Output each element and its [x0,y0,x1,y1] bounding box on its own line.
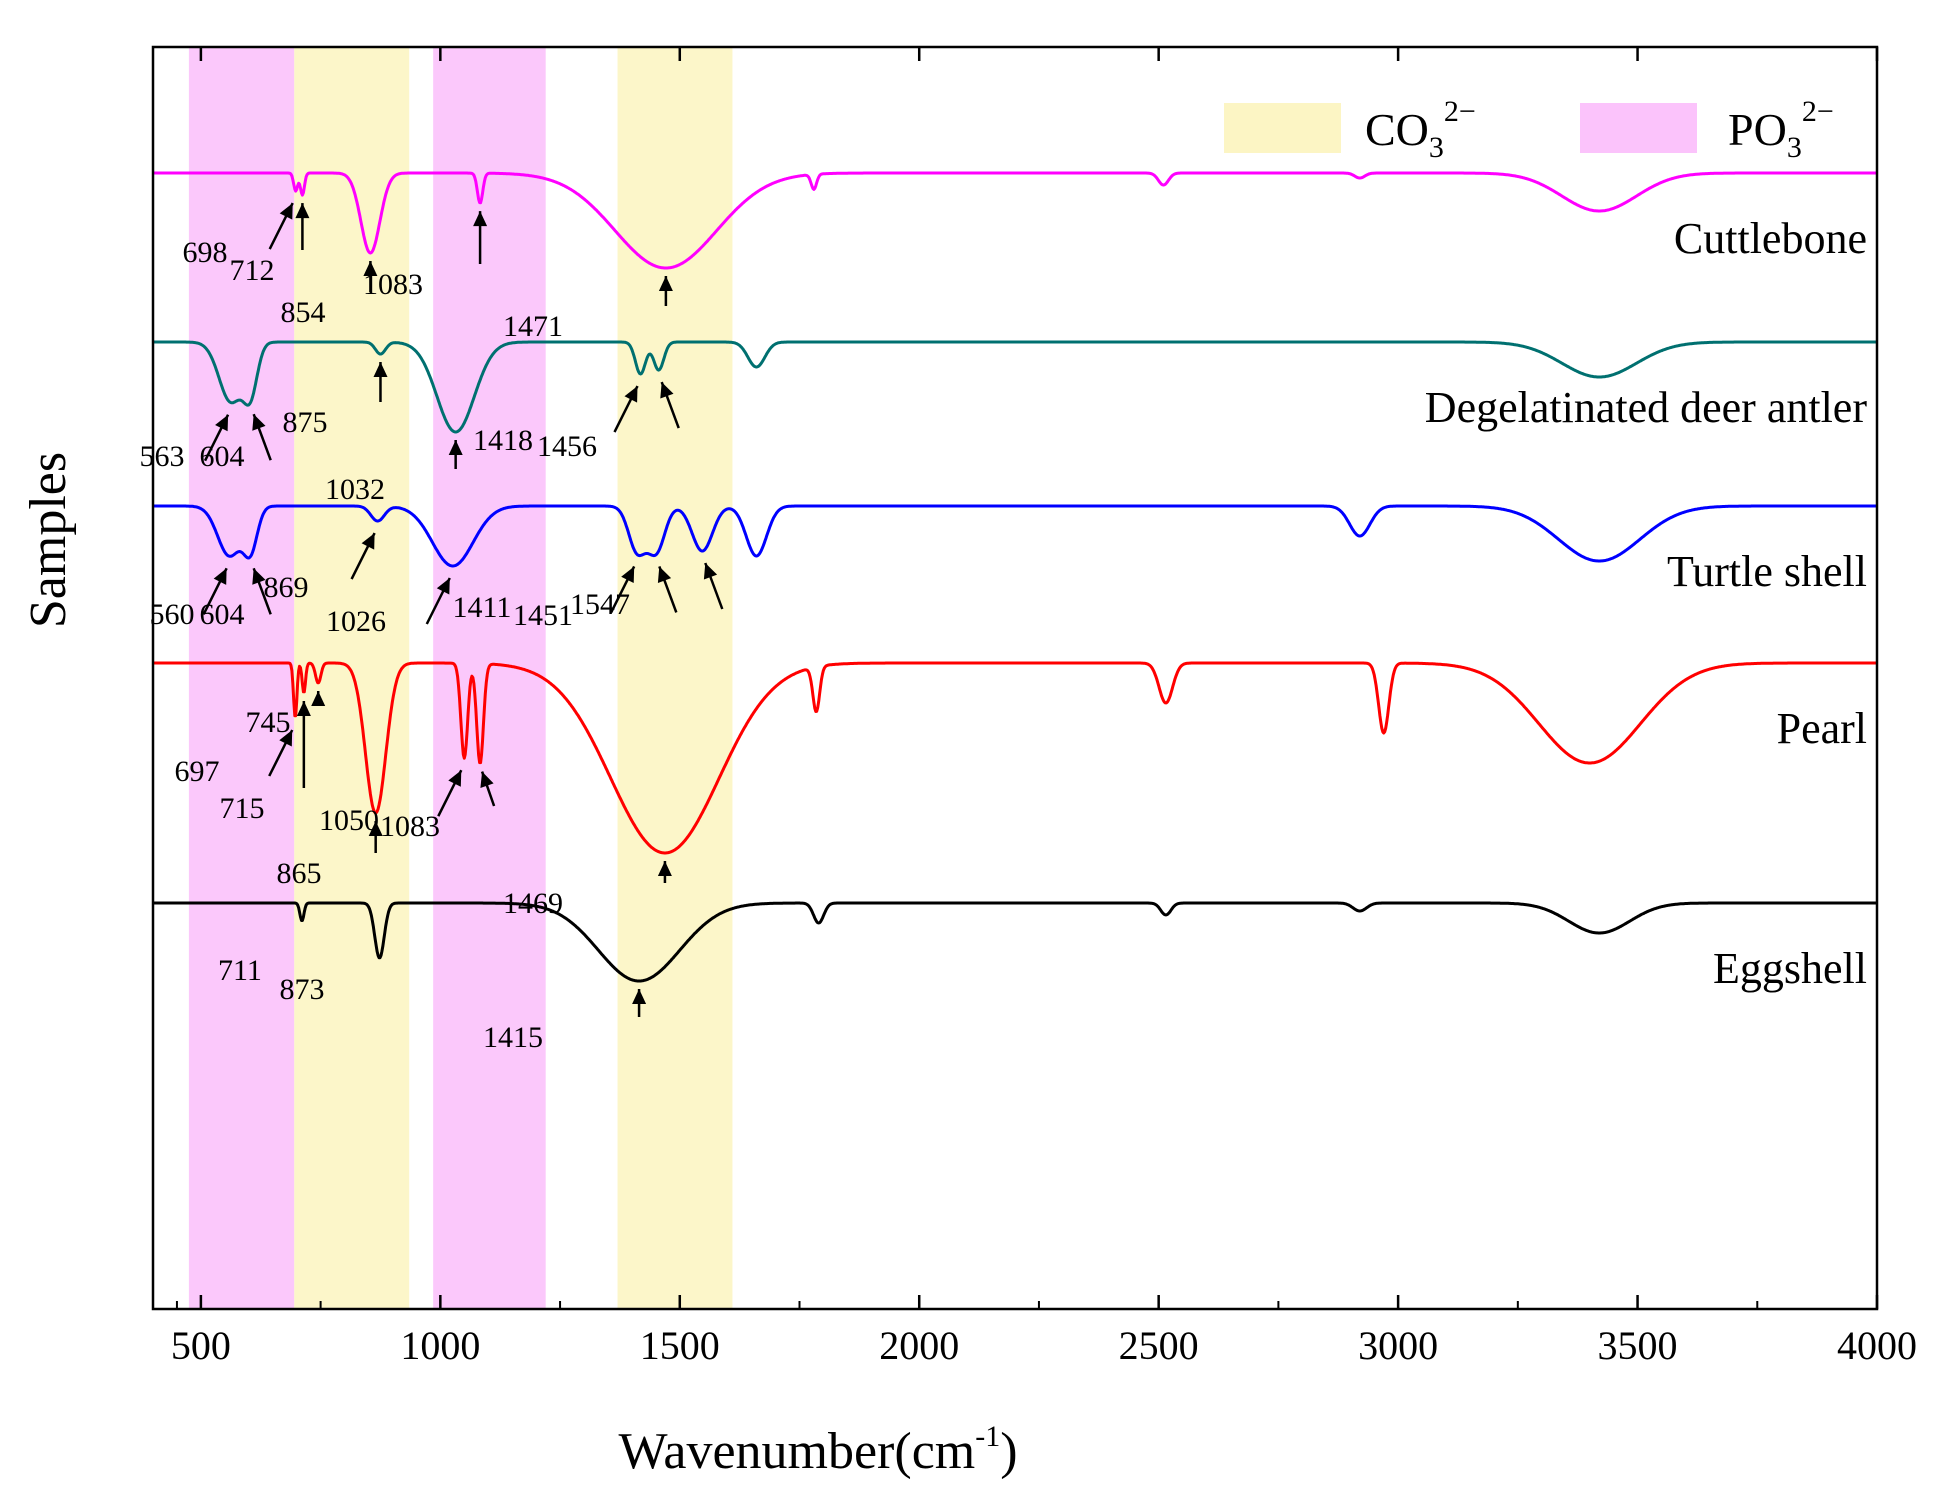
peak-arrow-head [213,568,227,585]
peak-arrow-head [295,203,310,219]
peak-arrow-head [363,261,378,276]
x-tick-label: 3000 [1358,1323,1438,1368]
band-po3-0 [188,47,295,1309]
peak-label: 698 [183,236,228,269]
peak-label: 1050 [319,804,379,837]
x-tick-label: 1000 [400,1323,480,1368]
peak-arrow-head [373,362,388,377]
x-axis-title: Wavenumber(cm-1) [618,1420,1017,1480]
peak-label: 711 [218,954,262,987]
peak-arrow-head [658,276,673,291]
peak-label: 1411 [453,591,512,624]
peak-label: 1471 [503,310,563,343]
x-tick-label: 3500 [1598,1323,1678,1368]
sample-label: Pearl [1777,704,1867,753]
peak-label: 854 [281,296,326,329]
peak-label: 865 [277,857,322,890]
legend-label-subscript: 3 [1787,131,1802,164]
legend-swatch-co3 [1224,103,1341,153]
legend: CO32− PO32− [1224,95,1834,164]
legend-label-superscript: 2− [1444,95,1476,128]
x-tick-label: 1500 [640,1323,720,1368]
peak-arrow-head [473,211,488,227]
peak-label: 1415 [483,1021,543,1054]
peak-label: 604 [200,598,245,631]
peak-label: 1456 [537,430,597,463]
sample-label: Degelatinated deer antler [1425,383,1868,432]
peak-arrow-head [252,568,266,585]
peak-label: 869 [264,571,309,604]
peak-label: 715 [220,792,265,825]
peak-arrow-head [215,414,229,432]
peak-arrow-head [252,414,266,431]
peak-arrow-head [311,691,326,706]
peak-label: 560 [150,598,195,631]
peak-label: 875 [283,406,328,439]
x-tick-label: 500 [171,1323,231,1368]
peak-label: 563 [140,440,185,473]
band-co3-3 [617,47,733,1309]
peak-arrow-head [368,821,383,836]
legend-swatch-po3 [1580,103,1697,153]
peak-label: 1032 [325,473,385,506]
peak-arrow-head [660,382,674,399]
sample-label: Eggshell [1713,944,1867,993]
legend-label-base: CO [1365,104,1429,155]
peak-label: 712 [230,254,275,287]
peak-label: 1469 [503,887,563,920]
peak-label: 1547 [570,588,630,621]
peak-arrow-head [296,701,311,716]
peak-arrow-head [624,386,638,403]
peak-label: 1083 [380,810,440,843]
series-line-degelatinated-deer-antler [152,340,1878,434]
legend-label-co3: CO32− [1365,95,1476,164]
x-axis-title-main: Wavenumber(cm [618,1423,975,1480]
peak-label: 745 [246,706,291,739]
peak-arrow-head [621,566,635,583]
peak-arrow-head [657,566,672,583]
sample-label: Turtle shell [1667,547,1867,596]
series-layer [152,171,1878,983]
legend-label-po3: PO32− [1728,95,1834,164]
axes-layer: 500 1000 1500 2000 2500 3000 3500 4000 [151,45,1917,1368]
x-tick-label: 4000 [1837,1323,1917,1368]
peak-arrow-head [657,861,672,876]
peak-label: 1026 [326,605,386,638]
peak-label: 873 [280,973,325,1006]
peak-arrow-head [448,770,462,787]
series-line-pearl [152,661,1878,855]
band-layer [188,47,733,1309]
peak-arrow-head [279,730,293,747]
peak-arrow-head [480,771,494,788]
x-axis-title-sup: -1 [975,1420,1000,1453]
series-line-eggshell [152,901,1878,983]
peak-arrow-head [703,563,718,580]
sample-label: Cuttlebone [1674,214,1867,263]
legend-label-subscript: 3 [1429,131,1444,164]
peak-label: 1451 [513,599,573,632]
peak-arrow-head [632,989,647,1004]
y-axis-title: Samples [20,452,77,628]
peak-label: 1083 [363,268,423,301]
band-po3-2 [433,47,546,1309]
peak-label: 697 [175,755,220,788]
peak-arrow-head [448,440,463,455]
x-tick-label: 2000 [879,1323,959,1368]
peak-arrow-head [279,203,293,220]
band-co3-1 [294,47,410,1309]
peak-label: 604 [200,440,245,473]
legend-label-superscript: 2− [1802,95,1834,128]
series-line-cuttlebone [152,171,1878,270]
peak-arrow-layer [202,202,724,1017]
series-line-turtle-shell [152,504,1878,568]
peak-arrow-head [361,533,375,550]
plot-frame [151,45,1879,1311]
peak-arrow-head [436,578,450,595]
peak-label: 1418 [473,424,533,457]
legend-label-base: PO [1728,104,1787,155]
x-tick-label: 2500 [1119,1323,1199,1368]
x-axis-title-close: ) [1000,1423,1017,1480]
